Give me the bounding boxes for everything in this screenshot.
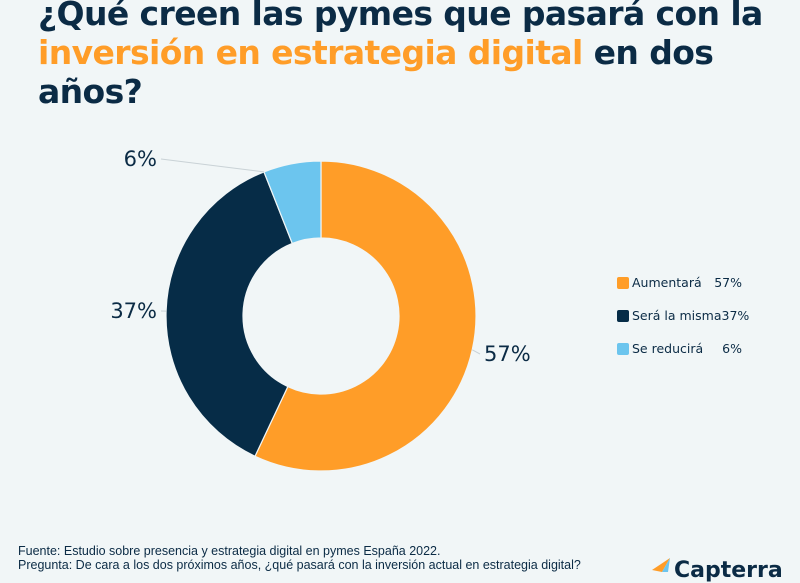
capterra-logo: Capterra — [652, 558, 783, 582]
legend-item-aumentara: Aumentará 57% — [617, 274, 742, 291]
footer: Fuente: Estudio sobre presencia y estrat… — [18, 545, 581, 572]
legend-value: 37% — [722, 308, 750, 323]
legend-swatch-light-blue — [617, 343, 629, 355]
legend-label: Aumentará — [632, 275, 714, 290]
data-label: 6% — [124, 147, 157, 171]
leader-line — [472, 350, 480, 354]
leader-line — [161, 159, 264, 172]
legend-value: 57% — [714, 275, 742, 290]
legend: Aumentará 57% Será la misma 37% Se reduc… — [617, 274, 742, 373]
data-label: 57% — [484, 342, 531, 366]
donut-slices — [166, 161, 476, 471]
donut-slice-ser-la-misma — [166, 172, 292, 456]
legend-value: 6% — [722, 341, 742, 356]
legend-item-sera-la-misma: Será la misma 37% — [617, 307, 742, 324]
logo-text: Capterra — [674, 560, 783, 582]
legend-swatch-navy — [617, 310, 629, 322]
footer-source: Fuente: Estudio sobre presencia y estrat… — [18, 545, 581, 559]
legend-label: Será la misma — [632, 308, 722, 323]
legend-label: Se reducirá — [632, 341, 722, 356]
data-label: 37% — [110, 299, 157, 323]
legend-item-se-reducira: Se reducirá 6% — [617, 340, 742, 357]
legend-swatch-orange — [617, 277, 629, 289]
